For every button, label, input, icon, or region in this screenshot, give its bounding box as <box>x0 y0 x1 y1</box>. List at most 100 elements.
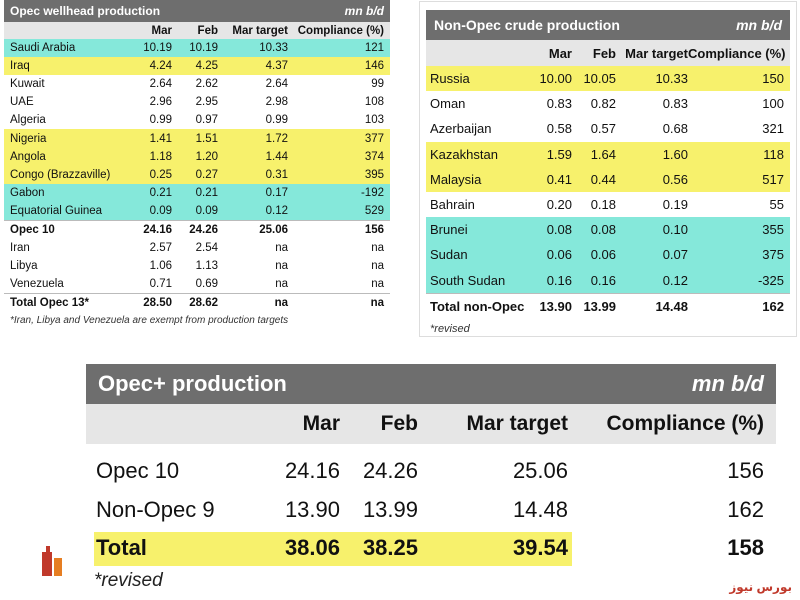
row-target: na <box>275 278 288 291</box>
column-header-feb: Feb <box>380 412 418 435</box>
row-target: 0.19 <box>662 197 688 213</box>
row-target: 0.12 <box>265 204 288 217</box>
row-compliance: na <box>371 278 384 291</box>
column-header-compliance: Compliance (%) <box>297 24 384 37</box>
row-compliance: 100 <box>762 96 784 112</box>
row-feb: 0.82 <box>590 96 616 112</box>
opec-plus-rows: Opec 10 24.16 24.26 25.06 156 Non-Opec 9 13.90… <box>86 452 776 568</box>
table-row: Algeria 0.99 0.97 0.99 103 <box>4 111 390 129</box>
table-row: South Sudan 0.16 0.16 0.12 -325 <box>426 267 790 294</box>
row-feb: 0.18 <box>590 197 616 213</box>
row-mar: 13.90 <box>520 292 572 319</box>
row-feb: 2.54 <box>195 242 218 255</box>
opec-wellhead-unit: mn b/d <box>344 4 384 18</box>
opec-plus-column-header: Mar Feb Mar target Compliance (%) <box>86 404 776 444</box>
opec-plus-header: Opec+ production mn b/d <box>86 364 776 404</box>
row-target: 10.33 <box>259 42 288 55</box>
row-name: Malaysia <box>430 171 482 187</box>
table-row: Angola 1.18 1.20 1.44 374 <box>4 147 390 166</box>
row-feb: 1.13 <box>195 260 218 273</box>
row-compliance: 374 <box>364 150 384 163</box>
row-compliance: 146 <box>364 60 384 73</box>
table-row: Sudan 0.06 0.06 0.07 375 <box>426 242 790 268</box>
opec-plus-unit: mn b/d <box>691 371 764 396</box>
row-compliance: 55 <box>769 197 784 213</box>
column-header-compliance: Compliance (%) <box>688 45 786 61</box>
row-feb: 0.44 <box>590 171 616 187</box>
row-target: 25.06 <box>512 458 568 484</box>
row-name: Gabon <box>10 186 45 199</box>
row-mar: 1.41 <box>149 132 172 145</box>
brand-watermark: بورس نیوز <box>729 580 792 594</box>
row-name: Kuwait <box>10 78 45 91</box>
opec-plus-title: Opec+ production <box>98 371 287 396</box>
row-compliance: 395 <box>364 168 384 181</box>
column-header-target: Mar target <box>466 412 568 435</box>
row-name: Iran <box>10 242 30 255</box>
row-mar: 10.00 <box>539 71 572 87</box>
row-mar: 4.24 <box>149 60 172 73</box>
row-name: Equatorial Guinea <box>10 204 103 217</box>
non-opec-rows: Russia 10.00 10.05 10.33 150 Oman 0.83 0.82 0.83… <box>426 66 790 319</box>
table-row: Kazakhstan 1.59 1.64 1.60 118 <box>426 141 790 167</box>
row-feb: 2.95 <box>195 96 218 109</box>
row-name: Total non-Opec <box>426 292 524 319</box>
column-header-row: Mar Feb Mar target Compliance (%) <box>86 404 776 444</box>
table-row: Iraq 4.24 4.25 4.37 146 <box>4 57 390 76</box>
row-compliance: na <box>288 293 390 313</box>
row-name: Kazakhstan <box>430 146 498 162</box>
non-opec-table-panel: Non-Opec crude production mn b/d Mar Feb M… <box>420 2 796 336</box>
row-compliance: 150 <box>762 71 784 87</box>
opec-wellhead-header: Opec wellhead production mn b/d <box>4 0 390 22</box>
row-name: Opec 10 <box>4 219 118 240</box>
table-row: Libya 1.06 1.13 na na <box>4 257 390 275</box>
opec-wellhead-title: Opec wellhead production <box>10 4 161 18</box>
table-row: Nigeria 1.41 1.51 1.72 377 <box>4 129 390 148</box>
row-mar: 0.58 <box>546 121 572 137</box>
row-mar: 1.18 <box>149 150 172 163</box>
row-feb: 2.62 <box>195 78 218 91</box>
row-target: 25.06 <box>218 219 288 240</box>
column-header-mar: Mar <box>151 24 172 37</box>
table-row: Saudi Arabia 10.19 10.19 10.33 121 <box>4 39 390 58</box>
column-header-country <box>4 22 118 39</box>
row-feb: 0.57 <box>590 121 616 137</box>
row-compliance: 103 <box>364 114 384 127</box>
row-target: 39.54 <box>512 535 568 561</box>
row-feb: 13.99 <box>572 292 616 319</box>
row-name: South Sudan <box>430 272 506 288</box>
row-mar: 24.16 <box>118 219 172 240</box>
row-mar: 2.57 <box>149 242 172 255</box>
row-target: 0.99 <box>265 114 288 127</box>
row-name: Saudi Arabia <box>10 42 76 55</box>
row-mar: 28.50 <box>118 293 172 313</box>
table-row: Brunei 0.08 0.08 0.10 355 <box>426 217 790 243</box>
table-row: Kuwait 2.64 2.62 2.64 99 <box>4 75 390 93</box>
row-target: 2.98 <box>265 96 288 109</box>
row-target: 1.60 <box>662 146 688 162</box>
row-compliance: 529 <box>364 204 384 217</box>
non-opec-footnote: *revised <box>430 322 470 335</box>
row-target: 0.12 <box>662 272 688 288</box>
opec-plus-table-panel: Opec+ production mn b/d Mar Feb Mar target… <box>74 352 790 600</box>
opec-wellhead-footnote: *Iran, Libya and Venezuela are exempt fr… <box>10 315 289 327</box>
column-header-target: Mar target <box>625 45 688 61</box>
row-compliance: -325 <box>757 272 784 288</box>
table-row: Malaysia 0.41 0.44 0.56 517 <box>426 166 790 192</box>
row-target: na <box>275 242 288 255</box>
non-opec-title: Non-Opec crude production <box>434 17 620 33</box>
table-row: Total non-Opec 13.90 13.99 14.48 162 <box>426 292 790 319</box>
opec-plus-footnote: *revised <box>94 570 163 591</box>
opec-wellhead-rows: Saudi Arabia 10.19 10.19 10.33 121 Iraq 4.24 4.… <box>4 39 390 313</box>
row-name: Libya <box>10 260 38 273</box>
row-mar: 0.06 <box>546 247 572 263</box>
table-row: Gabon 0.21 0.21 0.17 -192 <box>4 183 390 202</box>
non-opec-unit: mn b/d <box>736 17 782 33</box>
row-name: Azerbaijan <box>430 121 492 137</box>
row-target: 1.44 <box>265 150 288 163</box>
row-mar: 0.09 <box>149 204 172 217</box>
row-feb: 38.25 <box>362 535 418 561</box>
row-feb: 4.25 <box>195 60 218 73</box>
row-name: Congo (Brazzaville) <box>10 168 111 181</box>
row-target: 14.48 <box>616 292 688 319</box>
